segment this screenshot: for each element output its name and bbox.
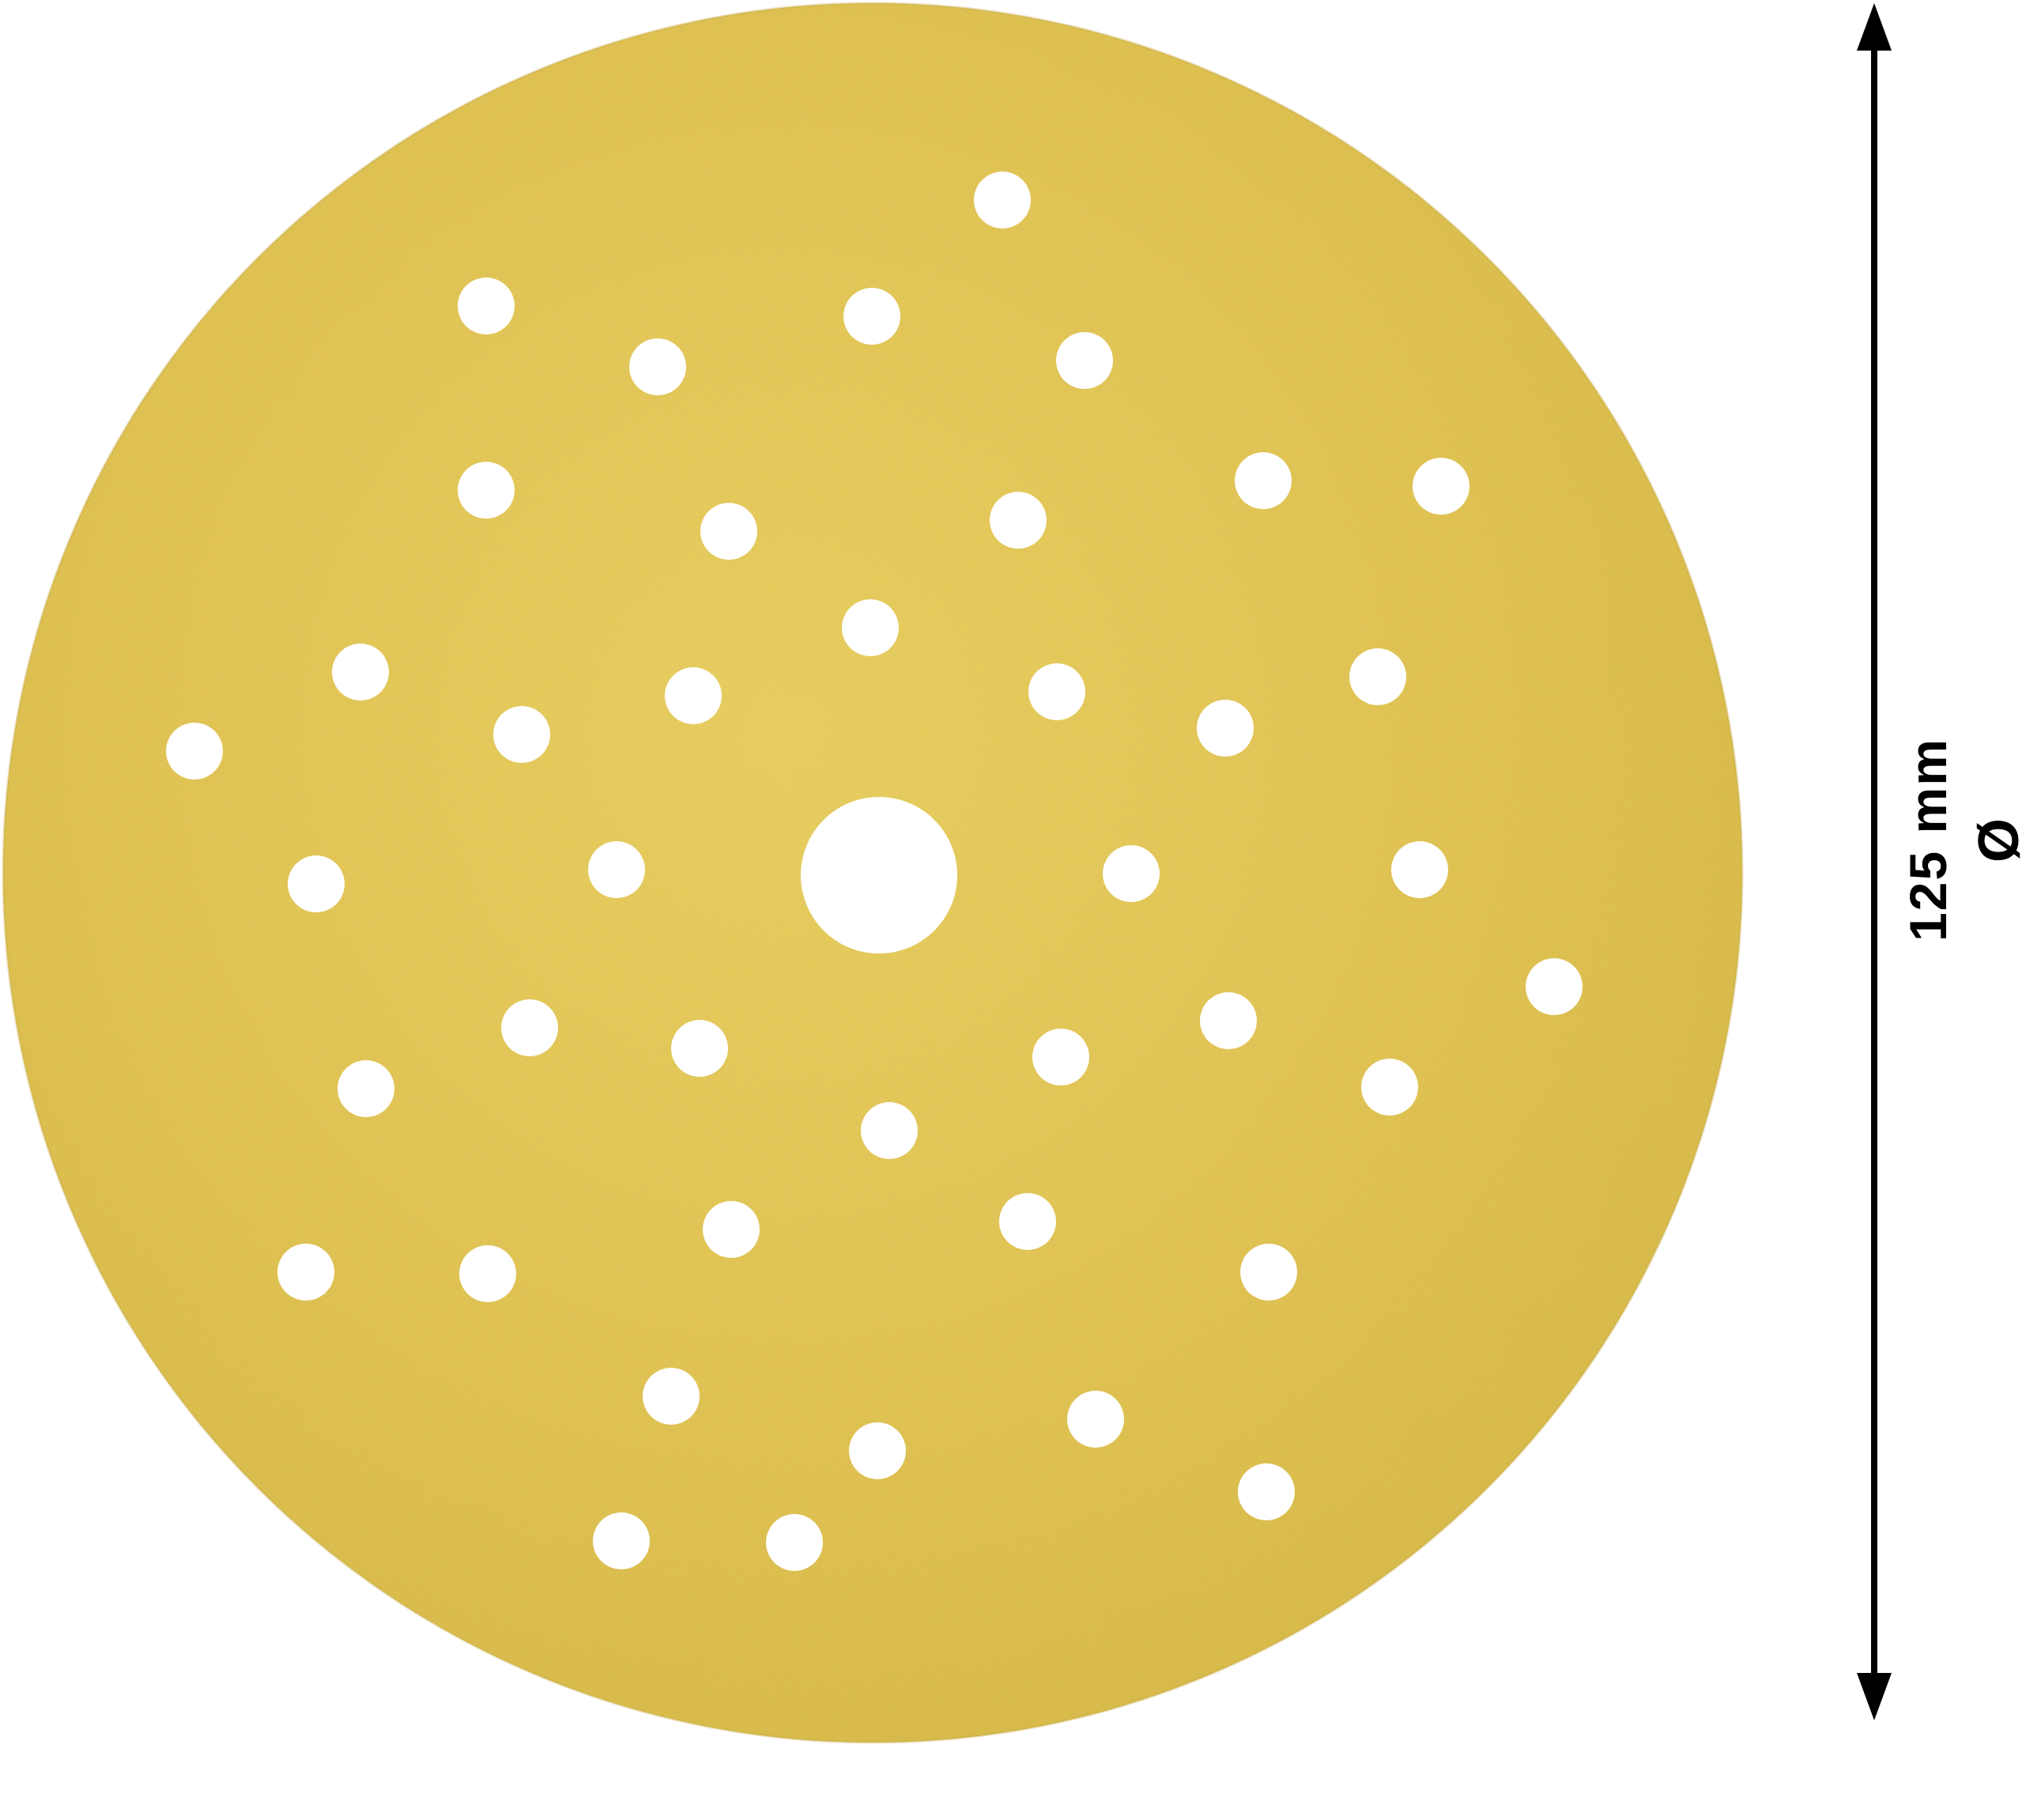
center-hole: [801, 797, 957, 953]
dimension-annotation: 125 mm Ø: [1857, 3, 2031, 1720]
disc-hole: [501, 999, 558, 1056]
disc-hole: [1413, 458, 1469, 515]
disc-hole: [990, 492, 1047, 549]
disc-hole: [643, 1368, 700, 1425]
disc-hole: [332, 644, 389, 700]
disc-hole: [842, 599, 899, 656]
disc-hole: [1361, 1059, 1418, 1116]
disc-hole: [861, 1102, 918, 1159]
disc-hole: [1391, 841, 1448, 898]
disc-hole: [1526, 958, 1583, 1015]
disc-hole: [1238, 1463, 1295, 1520]
disc-hole: [458, 278, 515, 334]
disc-hole: [1235, 452, 1292, 509]
disc-hole: [459, 1245, 516, 1302]
disc-hole: [700, 503, 757, 560]
arrow-head-up-icon: [1857, 3, 1892, 51]
disc-hole: [1067, 1391, 1124, 1448]
disc-hole: [974, 172, 1031, 228]
disc-hole: [849, 1422, 906, 1479]
disc-hole: [493, 706, 550, 763]
disc-hole: [1197, 700, 1254, 757]
disc-hole: [1240, 1244, 1297, 1301]
disc-hole: [766, 1514, 823, 1571]
disc-hole: [593, 1512, 650, 1569]
disc-hole: [338, 1060, 394, 1117]
disc-hole: [1056, 332, 1113, 389]
disc-hole: [665, 667, 722, 724]
disc-hole: [1200, 992, 1257, 1049]
disc-hole: [1028, 663, 1085, 720]
disc-hole: [588, 841, 645, 898]
disc-hole: [843, 288, 900, 345]
dust-extraction-holes: [166, 172, 1583, 1571]
disc-hole: [166, 723, 223, 780]
disc-hole: [1349, 648, 1406, 705]
disc-hole: [277, 1244, 334, 1301]
disc-hole: [288, 855, 345, 912]
disc-hole: [671, 1020, 728, 1077]
arrow-head-down-icon: [1857, 1673, 1892, 1720]
disc-hole: [703, 1201, 760, 1258]
diameter-symbol: Ø: [1967, 817, 2031, 863]
disc-hole: [1032, 1029, 1089, 1086]
disc-hole: [999, 1193, 1056, 1250]
dimension-label: 125 mm: [1899, 738, 1957, 942]
disc-hole: [1103, 845, 1160, 902]
disc-hole: [629, 338, 686, 395]
disc-hole: [458, 462, 515, 519]
